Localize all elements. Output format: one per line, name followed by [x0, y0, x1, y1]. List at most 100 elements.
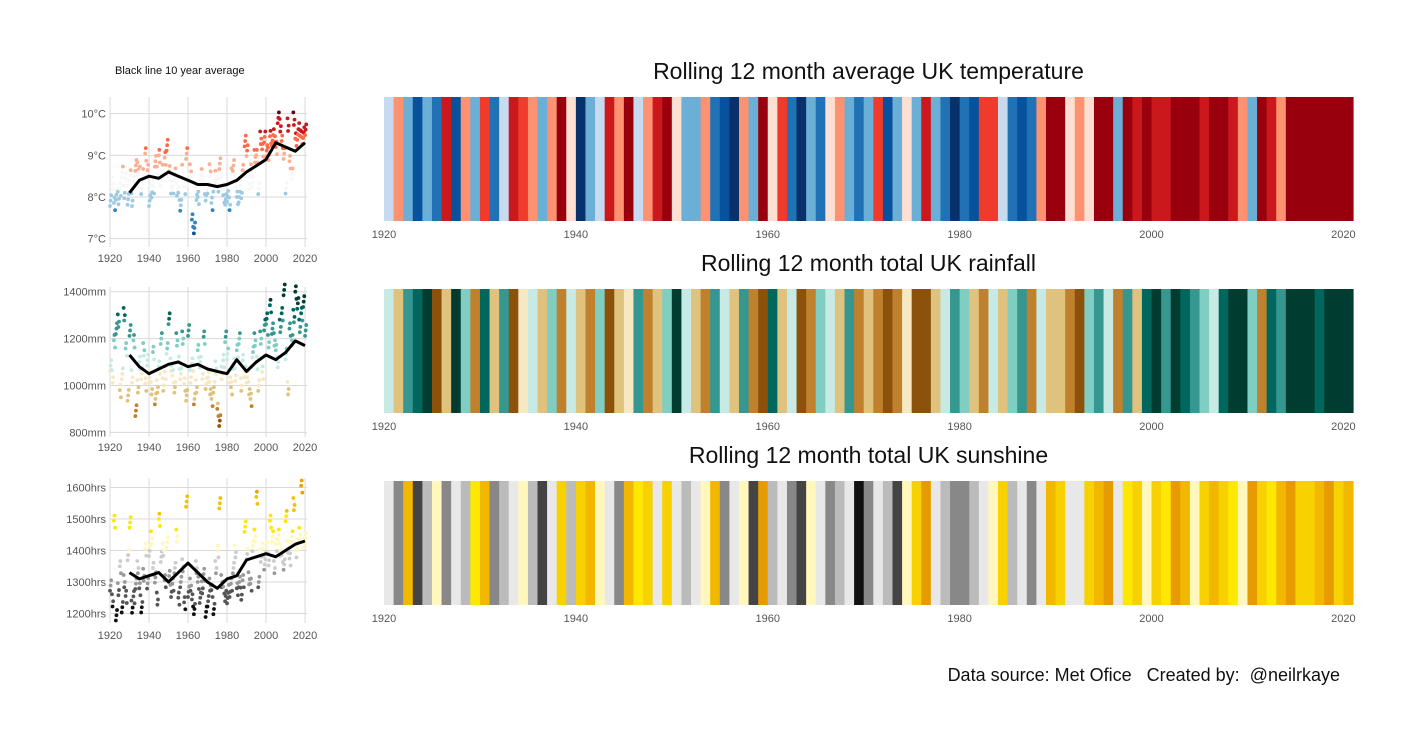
stripe: [451, 97, 462, 221]
data-point: [273, 542, 278, 547]
stripe: [748, 289, 759, 413]
stripe: [738, 289, 750, 413]
data-point: [287, 159, 292, 164]
data-point: [197, 202, 201, 207]
stripe: [422, 97, 433, 221]
x-tick-label: 1920: [372, 421, 396, 433]
data-point: [184, 504, 188, 509]
data-point: [153, 397, 158, 401]
data-point: [170, 184, 175, 189]
stripe: [662, 481, 673, 605]
data-point: [146, 162, 151, 167]
stripe: [451, 289, 462, 413]
stripe: [786, 481, 798, 605]
data-point: [266, 145, 270, 150]
data-point: [186, 595, 190, 599]
stripe: [1199, 289, 1210, 413]
stripe: [1285, 97, 1297, 221]
x-tick-label: 1920: [98, 630, 122, 642]
data-point: [117, 564, 122, 569]
data-point: [195, 195, 200, 199]
stripe: [882, 289, 894, 413]
stripe: [547, 97, 558, 221]
stripe: [595, 97, 606, 221]
data-point: [236, 342, 241, 346]
average-note: Black line 10 year average: [115, 65, 245, 77]
stripe: [710, 289, 721, 413]
data-point: [210, 208, 215, 213]
stripe: [681, 289, 692, 413]
x-tick-label: 1980: [947, 229, 971, 241]
data-point: [289, 539, 294, 544]
data-point: [298, 324, 303, 329]
data-point: [156, 171, 160, 176]
data-point: [238, 574, 242, 579]
data-point: [281, 567, 286, 572]
data-point: [250, 549, 255, 554]
data-point: [243, 133, 248, 138]
data-point: [275, 365, 280, 370]
data-point: [147, 204, 151, 208]
stripe: [479, 481, 491, 605]
data-point: [260, 370, 265, 374]
data-point: [203, 198, 208, 203]
stripe: [719, 289, 730, 413]
data-point: [158, 160, 162, 165]
rainfall-stripes-chart: Rolling 12 month total UK rainfall 1920 19…: [372, 250, 1356, 433]
data-point: [186, 183, 190, 188]
data-point: [202, 342, 207, 346]
data-point: [304, 531, 309, 535]
y-tick-label: 1400hrs: [66, 546, 106, 558]
data-point: [163, 163, 168, 167]
data-point: [108, 588, 112, 593]
x-tick-label: 1960: [756, 421, 780, 433]
data-point: [259, 136, 264, 141]
data-point: [226, 346, 231, 351]
data-point: [120, 366, 125, 371]
data-point: [299, 478, 304, 483]
stripe: [1295, 481, 1306, 605]
data-point: [219, 377, 224, 382]
stripe: [1333, 481, 1344, 605]
data-point: [256, 383, 261, 388]
data-point: [139, 605, 144, 610]
data-point: [126, 553, 131, 557]
stripe: [1257, 481, 1268, 605]
data-point: [254, 354, 259, 359]
data-point: [197, 587, 201, 591]
stripe: [1237, 97, 1249, 221]
data-point: [278, 324, 283, 329]
data-point: [295, 138, 300, 142]
data-point: [256, 388, 261, 393]
data-point: [142, 348, 147, 353]
data-point: [202, 566, 207, 571]
data-point: [160, 162, 165, 167]
data-point: [281, 293, 286, 298]
data-point: [266, 345, 271, 350]
y-tick-label: 1300hrs: [66, 577, 106, 589]
sunshine-scatter-plot: 1920 1940 1960 1980 2000 2020 1200hrs 1300hrs 14…: [66, 478, 317, 642]
stripe: [940, 481, 951, 605]
data-point: [198, 354, 203, 359]
stripe: [1065, 289, 1076, 413]
data-point: [165, 143, 170, 148]
stripe: [758, 481, 769, 605]
stripe: [460, 289, 471, 413]
data-point: [133, 414, 138, 418]
x-tick-label: 1960: [756, 229, 780, 241]
data-point: [227, 195, 231, 200]
data-point: [149, 541, 154, 546]
data-point: [119, 395, 123, 400]
data-point: [287, 556, 292, 561]
data-point: [164, 148, 169, 153]
data-point: [271, 559, 276, 563]
data-point: [192, 607, 197, 611]
stripe: [1103, 289, 1114, 413]
data-point: [261, 377, 266, 382]
data-point: [133, 168, 138, 173]
data-point: [245, 375, 250, 380]
stripe: [777, 289, 788, 413]
x-tick-label: 1980: [215, 630, 239, 642]
data-point: [146, 352, 151, 357]
data-point: [215, 406, 220, 411]
